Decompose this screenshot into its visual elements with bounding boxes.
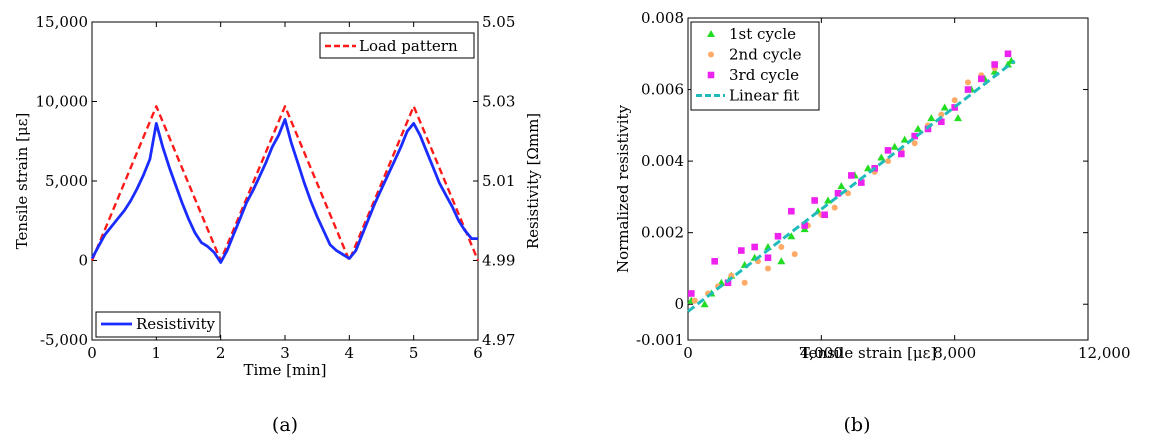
point-3rd-cycle (884, 147, 892, 154)
point-1st-cycle (900, 135, 909, 143)
x-axis-label: Time [min] (243, 361, 326, 379)
legend-label: Load pattern (359, 37, 458, 55)
point-1st-cycle (864, 164, 872, 172)
point-3rd-cycle (751, 243, 758, 251)
point-3rd-cycle (991, 61, 998, 68)
y-tick-label: 0.004 (641, 152, 684, 170)
legend-label: 3rd cycle (729, 66, 799, 84)
x-tick-label: 8,000 (933, 344, 976, 362)
point-3rd-cycle (898, 150, 905, 158)
x-axis-label: Tensile strain [με] (800, 344, 937, 362)
legend-marker (707, 71, 715, 79)
x-tick-label: 2 (216, 344, 226, 362)
y-tick-label: 0.006 (641, 81, 684, 99)
plot-frame (91, 21, 479, 341)
point-1st-cycle (787, 232, 796, 240)
point-3rd-cycle (811, 197, 818, 204)
x-tick-label: 4 (345, 344, 355, 362)
legend-label: 2nd cycle (729, 46, 802, 64)
caption-a: (a) (272, 414, 298, 436)
x-tick-label: 0 (683, 344, 693, 362)
y-tick-label: 10,000 (36, 93, 89, 111)
y-tick-label: 15,000 (36, 13, 89, 31)
y-tick-label: -5,000 (40, 331, 88, 349)
point-1st-cycle (914, 124, 922, 132)
legend-marker (707, 30, 715, 37)
y2-tick-label: 5.03 (482, 93, 515, 111)
chart-b: 0 4,000 8,000 12,000-0.00100.0020.0040.0060… (614, 9, 1131, 436)
point-2nd-cycle (911, 140, 918, 147)
point-3rd-cycle (821, 211, 828, 219)
y-tick-label: 0 (674, 295, 684, 313)
y-tick-label: 0.008 (641, 9, 684, 27)
point-2nd-cycle (691, 297, 698, 304)
point-2nd-cycle (778, 243, 785, 250)
point-1st-cycle (927, 114, 936, 122)
y2-tick-label: 4.97 (482, 331, 515, 349)
legend-label: Resistivity (136, 315, 215, 333)
y-tick-label: 0 (78, 252, 88, 270)
y2-tick-label: 4.99 (482, 252, 515, 270)
point-3rd-cycle (938, 118, 945, 126)
point-2nd-cycle (728, 272, 735, 279)
point-1st-cycle (824, 196, 832, 204)
legend-label: 1st cycle (729, 25, 796, 43)
point-2nd-cycle (741, 279, 748, 286)
point-3rd-cycle (834, 190, 842, 197)
point-3rd-cycle (964, 86, 972, 93)
x-tick-label: 5 (409, 344, 419, 362)
point-1st-cycle (890, 142, 899, 150)
x-tick-label: 4,000 (800, 344, 843, 362)
legend-label: Linear fit (729, 87, 799, 105)
point-3rd-cycle (911, 132, 918, 140)
y-tick-label: -0.001 (636, 331, 684, 349)
point-3rd-cycle (978, 75, 985, 83)
y-tick-label: 0.002 (641, 224, 684, 242)
point-2nd-cycle (951, 97, 958, 104)
y-axis-label: Tensile strain [με] (13, 113, 31, 250)
x-tick-label: 12,000 (1078, 344, 1131, 362)
y2-tick-label: 5.01 (482, 172, 515, 190)
point-2nd-cycle (938, 111, 945, 118)
y-tick-label: 5,000 (45, 172, 88, 190)
point-1st-cycle (837, 182, 846, 190)
caption-b: (b) (844, 414, 871, 436)
point-1st-cycle (940, 103, 949, 111)
y2-axis-label: Resistivity [Ωmm] (524, 113, 542, 249)
x-tick-label: 0 (87, 344, 97, 362)
series-line-linear-fit (687, 59, 1016, 313)
point-1st-cycle (954, 114, 962, 122)
x-tick-label: 6 (473, 344, 483, 362)
point-2nd-cycle (831, 204, 838, 211)
point-2nd-cycle (765, 265, 771, 272)
point-2nd-cycle (885, 158, 891, 165)
point-3rd-cycle (711, 257, 718, 265)
point-3rd-cycle (724, 279, 732, 287)
legend-marker (708, 51, 714, 58)
point-3rd-cycle (774, 232, 782, 240)
point-3rd-cycle (858, 179, 865, 186)
point-3rd-cycle (951, 104, 958, 111)
point-3rd-cycle (848, 172, 855, 179)
chart-a: 0 1 2 3 4 5 6-5,00005,00010,00015,0004.974.995… (13, 13, 542, 436)
series-line-resistivity (90, 118, 478, 264)
point-2nd-cycle (845, 190, 851, 197)
x-tick-label: 1 (152, 344, 162, 362)
point-2nd-cycle (791, 251, 798, 258)
point-3rd-cycle (688, 290, 695, 297)
series-line-load-pattern (90, 105, 480, 262)
point-1st-cycle (877, 153, 886, 161)
point-3rd-cycle (788, 207, 795, 215)
point-3rd-cycle (738, 247, 745, 254)
point-1st-cycle (777, 257, 786, 265)
point-3rd-cycle (801, 222, 808, 229)
point-3rd-cycle (1004, 50, 1012, 58)
x-tick-label: 3 (280, 344, 290, 362)
point-3rd-cycle (764, 254, 772, 262)
y-axis-label: Normalized resistivity (614, 104, 632, 273)
y2-tick-label: 5.05 (482, 13, 515, 31)
point-2nd-cycle (965, 79, 971, 86)
point-1st-cycle (700, 300, 709, 308)
